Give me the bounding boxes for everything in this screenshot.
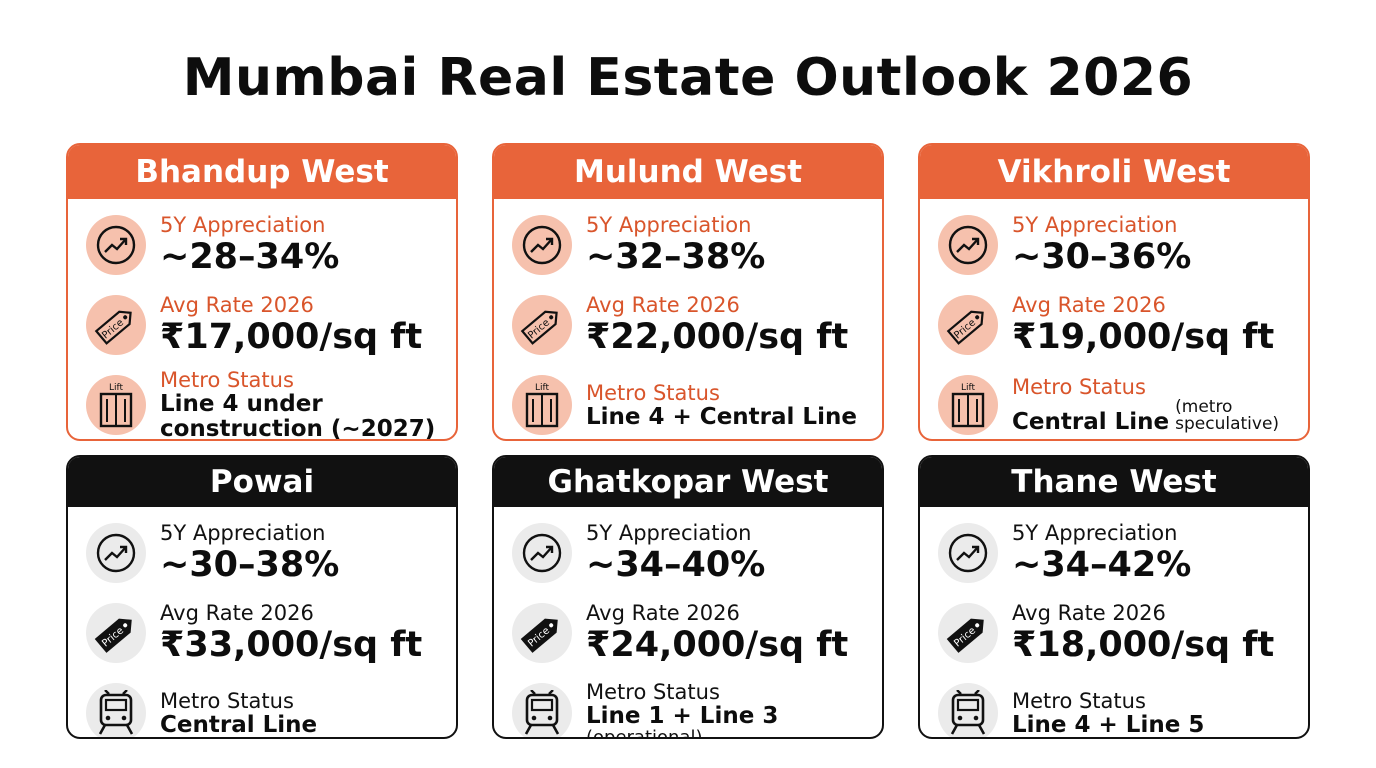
rate-label: Avg Rate 2026 bbox=[1012, 601, 1166, 625]
appreciation-row: 5Y Appreciation ~34–42% bbox=[938, 515, 1308, 591]
area-card-mulund-west: Mulund West 5Y Appreciation ~32–38% Pric… bbox=[492, 143, 884, 441]
trend-up-icon bbox=[938, 523, 998, 583]
card-title: Ghatkopar West bbox=[494, 457, 882, 507]
page-title: Mumbai Real Estate Outlook 2026 bbox=[182, 48, 1194, 108]
metro-value: Central Line bbox=[160, 711, 318, 738]
appreciation-value: ~30–38% bbox=[160, 545, 340, 585]
appreciation-value: ~28–34% bbox=[160, 237, 340, 277]
rate-label: Avg Rate 2026 bbox=[1012, 293, 1166, 317]
rate-row: Price Avg Rate 2026 ₹19,000/sq ft bbox=[938, 287, 1308, 363]
area-grid: Bhandup West 5Y Appreciation ~28–34% Pri… bbox=[66, 143, 1310, 739]
rate-row: Price Avg Rate 2026 ₹22,000/sq ft bbox=[512, 287, 882, 363]
rate-value: ₹19,000/sq ft bbox=[1012, 317, 1275, 357]
appreciation-label: 5Y Appreciation bbox=[160, 521, 326, 545]
card-title: Powai bbox=[68, 457, 456, 507]
lift-icon: Lift bbox=[86, 375, 146, 435]
metro-value: Line 4 + Line 5 bbox=[1012, 711, 1205, 738]
rate-value: ₹24,000/sq ft bbox=[586, 625, 849, 665]
card-title: Thane West bbox=[920, 457, 1308, 507]
lift-icon: Lift bbox=[938, 375, 998, 435]
appreciation-value: ~32–38% bbox=[586, 237, 766, 277]
rate-label: Avg Rate 2026 bbox=[160, 293, 314, 317]
metro-row: Lift Metro Status Central Line (metro sp… bbox=[938, 367, 1308, 439]
appreciation-row: 5Y Appreciation ~34–40% bbox=[512, 515, 882, 591]
trend-up-icon bbox=[512, 215, 572, 275]
metro-label: Metro Status bbox=[1012, 375, 1146, 399]
svg-text:Lift: Lift bbox=[535, 383, 550, 393]
train-icon bbox=[938, 683, 998, 737]
rate-value: ₹33,000/sq ft bbox=[160, 625, 423, 665]
lift-icon: Lift bbox=[512, 375, 572, 435]
appreciation-row: 5Y Appreciation ~28–34% bbox=[86, 207, 456, 283]
metro-row: Metro Status Central Line bbox=[86, 675, 456, 738]
appreciation-label: 5Y Appreciation bbox=[586, 521, 752, 545]
trend-up-icon bbox=[512, 523, 572, 583]
metro-note: (operational) bbox=[586, 726, 703, 739]
card-title: Vikhroli West bbox=[920, 145, 1308, 199]
train-icon bbox=[86, 683, 146, 737]
area-card-powai: Powai 5Y Appreciation ~30–38% Price bbox=[66, 455, 458, 739]
appreciation-row: 5Y Appreciation ~32–38% bbox=[512, 207, 882, 283]
metro-value-line2: construction (~2027) bbox=[160, 416, 436, 441]
train-icon bbox=[512, 683, 572, 737]
area-card-bhandup-west: Bhandup West 5Y Appreciation ~28–34% Pri… bbox=[66, 143, 458, 441]
metro-value: Line 4 under bbox=[160, 391, 323, 417]
appreciation-value: ~34–40% bbox=[586, 545, 766, 585]
svg-text:Lift: Lift bbox=[109, 383, 124, 393]
appreciation-row: 5Y Appreciation ~30–36% bbox=[938, 207, 1308, 283]
metro-label: Metro Status bbox=[586, 380, 720, 405]
appreciation-value: ~34–42% bbox=[1012, 545, 1192, 585]
metro-note: (metro speculative) bbox=[1175, 397, 1280, 434]
trend-up-icon bbox=[86, 215, 146, 275]
card-title: Mulund West bbox=[494, 145, 882, 199]
price-tag-icon: Price bbox=[86, 603, 146, 663]
price-tag-icon: Price bbox=[938, 295, 998, 355]
price-tag-icon: Price bbox=[512, 295, 572, 355]
metro-value: Line 4 + Central Line bbox=[586, 403, 857, 430]
metro-row: Lift Metro Status Line 4 under construct… bbox=[86, 367, 456, 441]
metro-row: Metro Status Line 4 + Line 5 bbox=[938, 675, 1308, 738]
rate-row: Price Avg Rate 2026 ₹33,000/sq ft bbox=[86, 595, 456, 671]
rate-label: Avg Rate 2026 bbox=[160, 601, 314, 625]
metro-label: Metro Status bbox=[160, 688, 294, 713]
metro-row: Lift Metro Status Line 4 + Central Line bbox=[512, 367, 882, 439]
rate-value: ₹17,000/sq ft bbox=[160, 317, 423, 357]
area-card-ghatkopar-west: Ghatkopar West 5Y Appreciation ~34–40% P… bbox=[492, 455, 884, 739]
card-title: Bhandup West bbox=[68, 145, 456, 199]
trend-up-icon bbox=[938, 215, 998, 275]
appreciation-row: 5Y Appreciation ~30–38% bbox=[86, 515, 456, 591]
rate-value: ₹22,000/sq ft bbox=[586, 317, 849, 357]
metro-value: Line 1 + Line 3 bbox=[586, 702, 779, 729]
appreciation-label: 5Y Appreciation bbox=[1012, 521, 1178, 545]
metro-label: Metro Status bbox=[586, 679, 720, 704]
rate-row: Price Avg Rate 2026 ₹17,000/sq ft bbox=[86, 287, 456, 363]
area-card-vikhroli-west: Vikhroli West 5Y Appreciation ~30–36% Pr… bbox=[918, 143, 1310, 441]
metro-label: Metro Status bbox=[1012, 688, 1146, 713]
trend-up-icon bbox=[86, 523, 146, 583]
appreciation-value: ~30–36% bbox=[1012, 237, 1192, 277]
rate-row: Price Avg Rate 2026 ₹18,000/sq ft bbox=[938, 595, 1308, 671]
svg-text:Lift: Lift bbox=[961, 383, 976, 393]
price-tag-icon: Price bbox=[938, 603, 998, 663]
metro-label: Metro Status bbox=[160, 368, 294, 392]
price-tag-icon: Price bbox=[512, 603, 572, 663]
appreciation-label: 5Y Appreciation bbox=[586, 213, 752, 237]
rate-label: Avg Rate 2026 bbox=[586, 293, 740, 317]
rate-value: ₹18,000/sq ft bbox=[1012, 625, 1275, 665]
appreciation-label: 5Y Appreciation bbox=[1012, 213, 1178, 237]
area-card-thane-west: Thane West 5Y Appreciation ~34–42% Price bbox=[918, 455, 1310, 739]
price-tag-icon: Price bbox=[86, 295, 146, 355]
rate-row: Price Avg Rate 2026 ₹24,000/sq ft bbox=[512, 595, 882, 671]
rate-label: Avg Rate 2026 bbox=[586, 601, 740, 625]
appreciation-label: 5Y Appreciation bbox=[160, 213, 326, 237]
metro-row: Metro Status Line 1 + Line 3 (operationa… bbox=[512, 675, 882, 739]
metro-value: Central Line bbox=[1012, 409, 1170, 435]
